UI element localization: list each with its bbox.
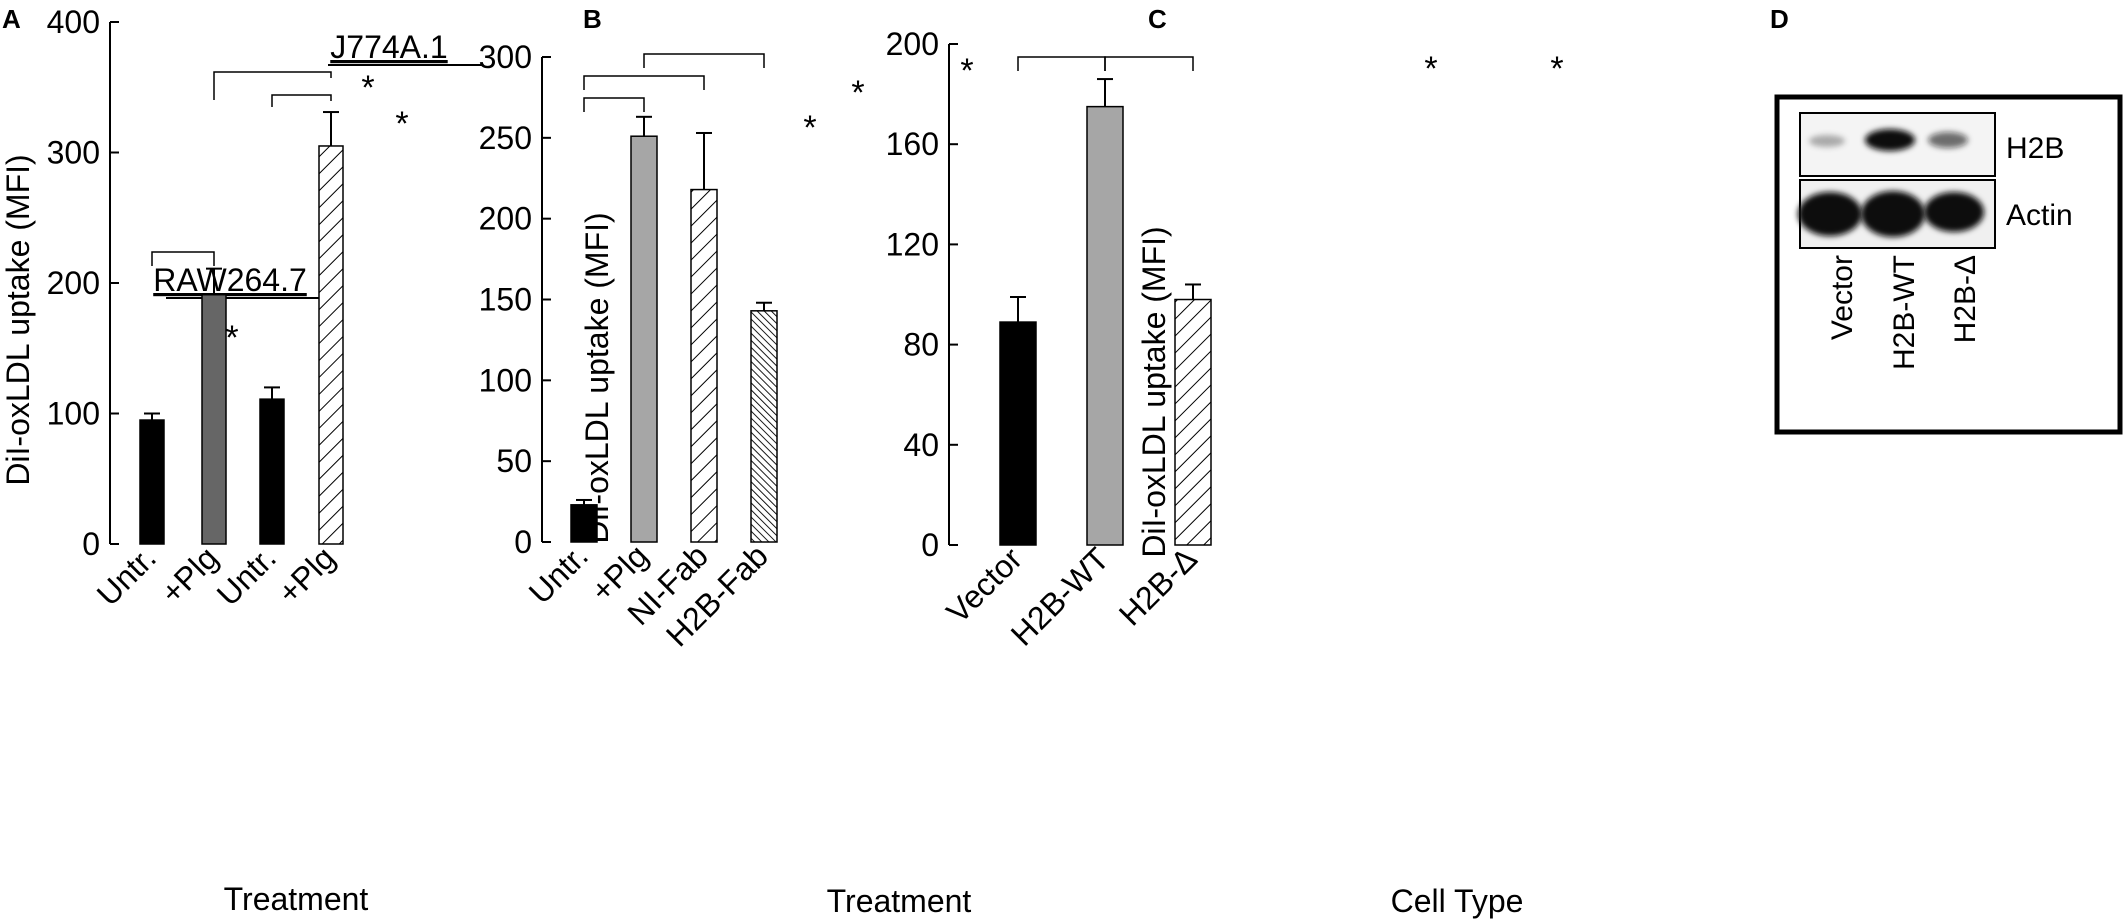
panel-a-group-label-j774: J774A.1 <box>330 29 447 65</box>
significance-bracket <box>583 97 645 112</box>
bar <box>318 145 344 545</box>
bar <box>630 135 658 543</box>
y-tick-label: 0 <box>921 527 939 563</box>
bar <box>570 504 598 543</box>
panel-b-y-label: DiI-oxLDL uptake (MFI) <box>579 212 615 543</box>
y-tick-label: 120 <box>886 226 939 262</box>
significance-bracket <box>643 53 765 68</box>
significance-bracket <box>271 94 332 107</box>
panel-b-sig-3: * <box>960 52 973 90</box>
panel-c-y-label: DiI-oxLDL uptake (MFI) <box>1136 226 1172 557</box>
x-tick-label: +Plg <box>271 539 342 610</box>
y-tick-label: 150 <box>479 282 532 318</box>
x-tick-label: +Plg <box>154 539 225 610</box>
blot-h2b-band <box>1809 135 1845 147</box>
y-tick-label: 200 <box>886 26 939 62</box>
x-tick-label: H2B-WT <box>1004 540 1116 652</box>
panel-c-sig-1: * <box>1424 50 1437 88</box>
significance-bracket <box>583 75 705 90</box>
bar <box>139 419 165 545</box>
bar <box>1086 105 1124 546</box>
panel-a-group-label-raw: RAW264.7 <box>153 262 307 298</box>
panel-letter-d: D <box>1770 4 1789 34</box>
panel-a-sig-2: * <box>361 69 374 107</box>
panel-a-x-label: Treatment <box>224 881 369 917</box>
blot-actin-band <box>1861 191 1925 237</box>
y-tick-label: 160 <box>886 126 939 162</box>
bar <box>750 310 778 543</box>
y-tick-label: 100 <box>47 396 100 432</box>
y-tick-label: 0 <box>514 524 532 560</box>
y-tick-label: 300 <box>479 39 532 75</box>
panel-a-sig-3: * <box>395 105 408 143</box>
significance-bracket <box>213 71 332 100</box>
blot-row-label-actin: Actin <box>2006 199 2073 232</box>
blot-row-label-h2b: H2B <box>2006 132 2064 165</box>
significance-bracket <box>1104 56 1194 71</box>
blot-h2b-band <box>1928 132 1968 148</box>
y-tick-label: 300 <box>47 135 100 171</box>
x-tick-label: Untr. <box>522 537 595 610</box>
y-tick-label: 100 <box>479 362 532 398</box>
y-tick-label: 200 <box>479 201 532 237</box>
panel-c-sig-2: * <box>1550 50 1563 88</box>
blot-lane-label-h2b-delta: H2B-Δ <box>1949 255 1982 343</box>
panel-letter-c: C <box>1148 4 1167 34</box>
bar <box>201 293 227 545</box>
blot-frame <box>1774 94 2123 435</box>
panel-c-x-label: Cell Type <box>1391 883 1524 919</box>
blot-lane-label-vector: Vector <box>1826 255 1859 340</box>
bar <box>690 188 718 543</box>
y-tick-label: 0 <box>82 526 100 562</box>
panel-b-x-label: Treatment <box>827 883 972 919</box>
x-tick-label: Untr. <box>90 539 163 612</box>
y-tick-label: 50 <box>496 443 532 479</box>
panel-letter-a: A <box>2 4 21 34</box>
y-tick-label: 250 <box>479 120 532 156</box>
y-tick-label: 40 <box>903 427 939 463</box>
panel-d-blot: H2B Actin Vector H2B-WT H2B-Δ <box>1774 94 2123 435</box>
panel-b-sig-1: * <box>803 109 816 147</box>
panel-a-y-label: DiI-oxLDL uptake (MFI) <box>0 154 36 485</box>
y-tick-label: 80 <box>903 327 939 363</box>
bar <box>999 321 1037 546</box>
significance-bracket <box>151 251 215 266</box>
blot-lane-label-h2b-wt: H2B-WT <box>1888 255 1921 370</box>
panel-c-chart: DiI-oxLDL uptake (MFI) Cell Type * * 0 40… <box>886 26 1564 919</box>
bar <box>1174 298 1212 546</box>
bar <box>259 398 285 545</box>
panel-letter-b: B <box>583 4 602 34</box>
panel-b-sig-2: * <box>851 74 864 112</box>
y-tick-label: 200 <box>47 265 100 301</box>
panel-b-chart: DiI-oxLDL uptake (MFI) Treatment * * * 0… <box>479 39 974 919</box>
blot-actin-band <box>1798 192 1862 236</box>
panel-a-chart: DiI-oxLDL uptake (MFI) Treatment RAW264.… <box>0 4 482 917</box>
y-tick-label: 400 <box>47 4 100 40</box>
panel-a-sig-1: * <box>225 319 238 357</box>
significance-bracket <box>1017 56 1106 71</box>
x-tick-label: Untr. <box>210 539 283 612</box>
blot-actin-band <box>1924 192 1984 232</box>
blot-h2b-band <box>1865 129 1915 151</box>
